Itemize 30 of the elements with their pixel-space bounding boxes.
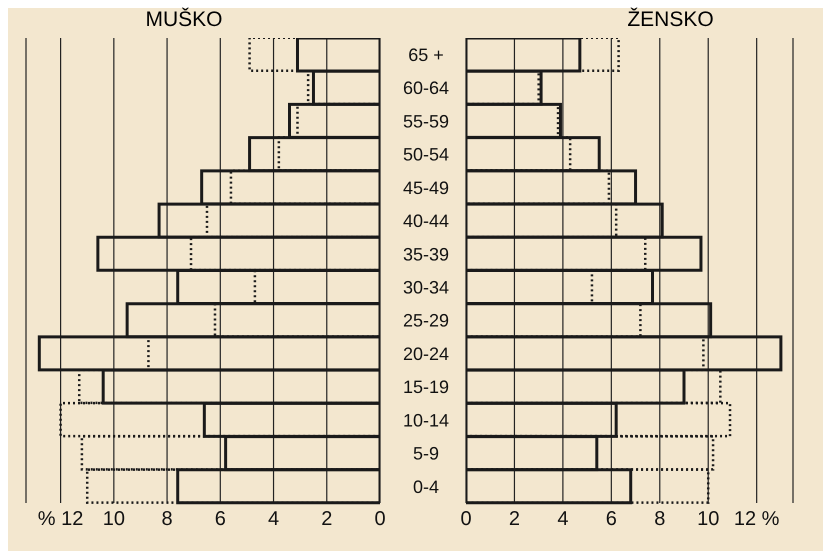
x-tick-label: 4 — [557, 508, 568, 530]
y-tick-label: 25-29 — [402, 310, 450, 331]
x-tick-label: 8 — [654, 508, 666, 530]
y-tick-label: 30-34 — [402, 277, 450, 298]
x-tick-label: 10 — [697, 508, 720, 530]
y-tick-label: 65 + — [408, 44, 444, 65]
y-tick-label: 45-49 — [402, 178, 450, 198]
x-tick-label: 6 — [606, 508, 617, 530]
x-tick-label: 2 — [508, 508, 520, 530]
y-tick-label: 40-44 — [402, 211, 450, 232]
chart-title: MUŠKO — [144, 8, 224, 33]
x-tick-label: 6 — [214, 508, 226, 530]
x-tick-label: % 12 — [38, 508, 84, 530]
x-tick-label: 12 % — [734, 508, 780, 530]
y-tick-label: 5-9 — [412, 444, 440, 464]
y-tick-label: 55-59 — [402, 111, 450, 132]
y-tick-label: 20-24 — [402, 344, 450, 364]
y-tick-label: 60-64 — [402, 78, 450, 98]
y-tick-label: 0-4 — [412, 476, 440, 497]
x-tick-label: 0 — [460, 508, 472, 530]
y-tick-label: 10-14 — [402, 410, 450, 430]
y-tick-label: 50-54 — [402, 144, 450, 165]
x-tick-label: 2 — [321, 508, 332, 530]
x-tick-label: 0 — [374, 508, 386, 530]
x-tick-label: 8 — [162, 508, 173, 530]
x-tick-label: 4 — [268, 508, 280, 530]
chart-title: ŽENSKO — [626, 8, 715, 33]
x-tick-label: 10 — [102, 508, 125, 530]
y-tick-label: 35-39 — [402, 244, 450, 264]
y-tick-label: 15-19 — [402, 377, 450, 398]
